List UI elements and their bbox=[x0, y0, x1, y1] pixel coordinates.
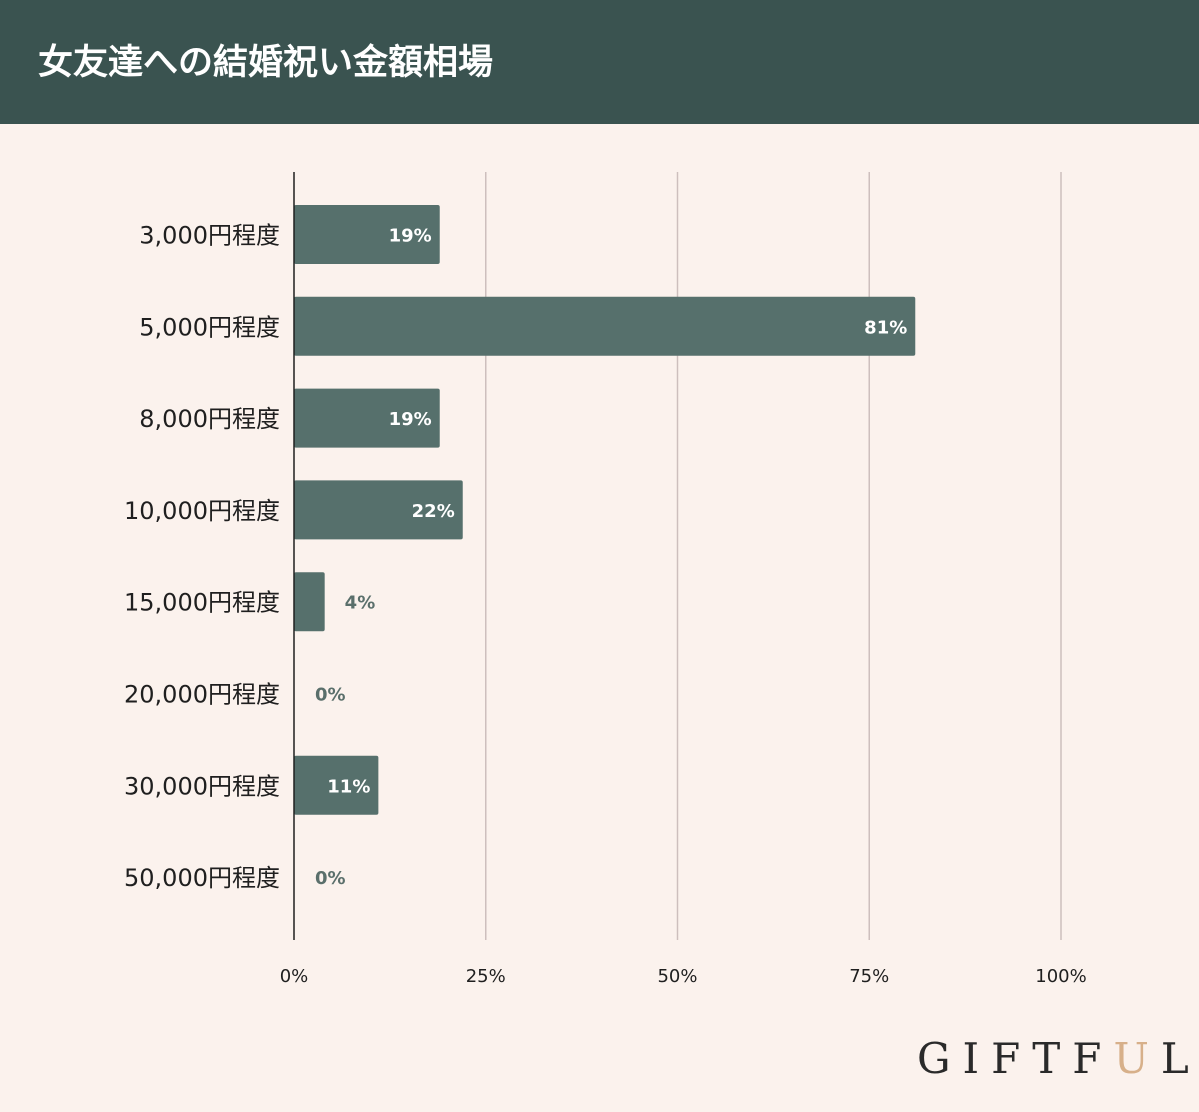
bar-chart: 0% 25% 50% 75% 100% 3,000円程度 19% 5,000円程度 81% 8,0… bbox=[124, 172, 1087, 987]
data-label: 19% bbox=[389, 409, 432, 430]
x-tick-label: 50% bbox=[657, 966, 697, 987]
bar bbox=[294, 388, 440, 448]
category-label: 15,000円程度 bbox=[124, 589, 280, 617]
x-tick-label: 75% bbox=[849, 966, 889, 987]
x-tick-label: 0% bbox=[280, 966, 309, 987]
x-tick-label: 25% bbox=[466, 966, 506, 987]
bar bbox=[294, 205, 440, 264]
bar bbox=[294, 296, 916, 356]
chart-title: 女友達への結婚祝い金額相場 bbox=[38, 43, 494, 83]
category-label: 3,000円程度 bbox=[139, 222, 280, 250]
category-label: 10,000円程度 bbox=[124, 497, 280, 525]
bar bbox=[294, 572, 325, 632]
logo-suffix: L bbox=[1160, 1034, 1199, 1083]
data-label: 81% bbox=[864, 317, 907, 338]
data-label: 22% bbox=[412, 501, 455, 522]
bar bbox=[294, 755, 379, 815]
category-label: 5,000円程度 bbox=[139, 313, 280, 341]
giftful-logo: GIFTFUL bbox=[917, 1034, 1199, 1084]
data-label: 11% bbox=[327, 776, 370, 797]
data-label: 19% bbox=[389, 226, 432, 247]
logo-accent-letter: U bbox=[1113, 1034, 1161, 1083]
data-label: 0% bbox=[315, 685, 346, 706]
x-tick-label: 100% bbox=[1035, 966, 1086, 987]
category-label: 30,000円程度 bbox=[124, 772, 280, 800]
header-bar: 女友達への結婚祝い金額相場 bbox=[0, 0, 1199, 124]
category-label: 20,000円程度 bbox=[124, 681, 280, 709]
logo-prefix: GIFTF bbox=[917, 1034, 1114, 1083]
data-label: 4% bbox=[345, 593, 376, 614]
category-label: 8,000円程度 bbox=[139, 405, 280, 433]
data-label: 0% bbox=[315, 868, 346, 889]
category-label: 50,000円程度 bbox=[124, 864, 280, 892]
bar bbox=[294, 480, 463, 540]
